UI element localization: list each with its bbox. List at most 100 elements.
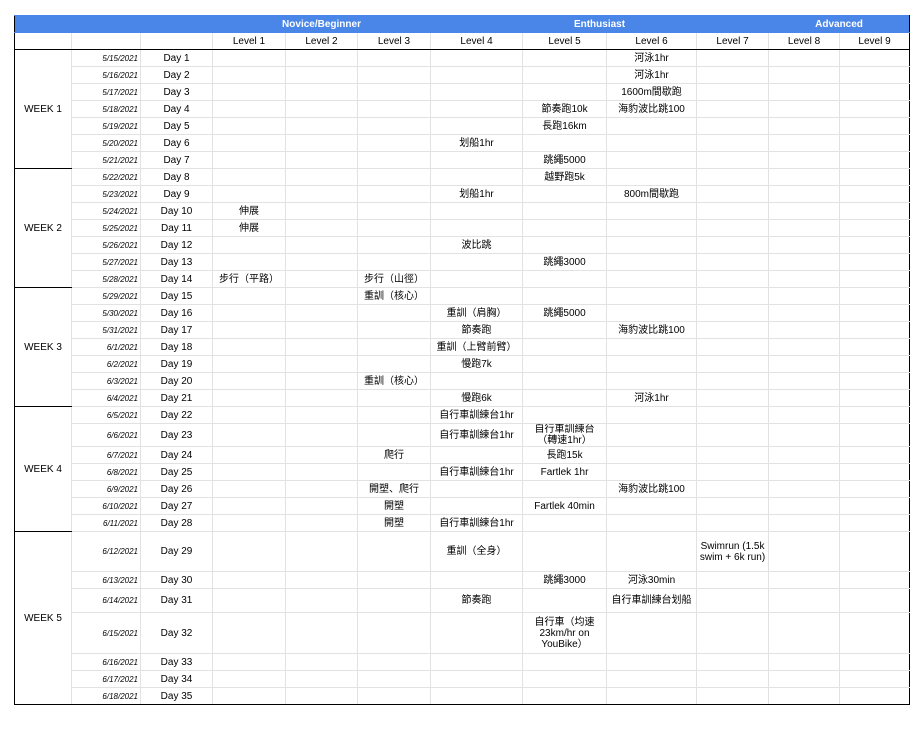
- level-2-cell[interactable]: [285, 446, 358, 464]
- level-4-cell[interactable]: 節奏跑: [430, 588, 524, 613]
- level-2-cell[interactable]: [285, 304, 358, 322]
- level-3-cell[interactable]: [356, 338, 432, 356]
- day-cell[interactable]: Day 11: [140, 219, 213, 237]
- level-8-cell[interactable]: [768, 100, 841, 118]
- level-5-cell[interactable]: [522, 83, 608, 101]
- level-2-cell[interactable]: [285, 514, 358, 532]
- level-9-cell[interactable]: [839, 670, 911, 688]
- day-cell[interactable]: Day 22: [140, 406, 213, 424]
- header-cell[interactable]: [14, 15, 72, 33]
- level-6-cell[interactable]: [606, 304, 698, 322]
- level-2-cell[interactable]: [285, 83, 358, 101]
- level-9-cell[interactable]: [839, 83, 911, 101]
- level-8-cell[interactable]: [768, 49, 841, 67]
- level-header-7[interactable]: Level 7: [696, 32, 770, 50]
- level-1-cell[interactable]: [212, 423, 286, 447]
- level-5-cell[interactable]: [522, 531, 608, 572]
- day-cell[interactable]: Day 15: [140, 287, 213, 305]
- level-8-cell[interactable]: [768, 653, 841, 671]
- date-cell[interactable]: 5/16/2021: [71, 66, 141, 84]
- level-1-cell[interactable]: [212, 653, 286, 671]
- day-cell[interactable]: Day 1: [140, 49, 213, 67]
- level-9-cell[interactable]: [839, 446, 911, 464]
- level-8-cell[interactable]: [768, 83, 841, 101]
- level-2-cell[interactable]: [285, 355, 358, 373]
- level-4-cell[interactable]: 慢跑7k: [430, 355, 524, 373]
- level-4-cell[interactable]: [430, 83, 524, 101]
- day-cell[interactable]: Day 23: [140, 423, 213, 447]
- level-8-cell[interactable]: [768, 253, 841, 271]
- level-1-cell[interactable]: [212, 446, 286, 464]
- date-cell[interactable]: 6/16/2021: [71, 653, 141, 671]
- level-2-cell[interactable]: [285, 287, 358, 305]
- level-1-cell[interactable]: [212, 687, 286, 705]
- level-9-cell[interactable]: [839, 372, 911, 390]
- level-5-cell[interactable]: [522, 185, 608, 203]
- date-cell[interactable]: 5/31/2021: [71, 321, 141, 339]
- level-4-cell[interactable]: [430, 670, 524, 688]
- level-6-cell[interactable]: [606, 531, 698, 572]
- date-cell[interactable]: 5/25/2021: [71, 219, 141, 237]
- level-2-cell[interactable]: [285, 236, 358, 254]
- level-3-cell[interactable]: [356, 389, 432, 407]
- level-5-cell[interactable]: [522, 406, 608, 424]
- level-5-cell[interactable]: [522, 202, 608, 220]
- level-5-cell[interactable]: [522, 670, 608, 688]
- level-6-cell[interactable]: [606, 134, 698, 152]
- date-cell[interactable]: 6/5/2021: [71, 406, 141, 424]
- level-2-cell[interactable]: [285, 423, 358, 447]
- level-4-cell[interactable]: [430, 100, 524, 118]
- level-5-cell[interactable]: 長跑16km: [522, 117, 608, 135]
- level-9-cell[interactable]: [839, 151, 911, 169]
- level-7-cell[interactable]: [696, 687, 770, 705]
- level-5-cell[interactable]: Fartlek 1hr: [522, 463, 608, 481]
- level-9-cell[interactable]: [839, 66, 911, 84]
- level-4-cell[interactable]: [430, 653, 524, 671]
- level-3-cell[interactable]: [356, 151, 432, 169]
- day-cell[interactable]: Day 31: [140, 588, 213, 613]
- level-1-cell[interactable]: [212, 100, 286, 118]
- level-7-cell[interactable]: [696, 372, 770, 390]
- level-7-cell[interactable]: [696, 514, 770, 532]
- level-9-cell[interactable]: [839, 168, 911, 186]
- level-1-cell[interactable]: [212, 670, 286, 688]
- level-9-cell[interactable]: [839, 304, 911, 322]
- level-1-cell[interactable]: [212, 49, 286, 67]
- header-cell[interactable]: [71, 32, 141, 50]
- level-4-cell[interactable]: 慢跑6k: [430, 389, 524, 407]
- level-8-cell[interactable]: [768, 168, 841, 186]
- level-6-cell[interactable]: [606, 446, 698, 464]
- level-7-cell[interactable]: [696, 406, 770, 424]
- level-1-cell[interactable]: [212, 287, 286, 305]
- level-7-cell[interactable]: [696, 571, 770, 589]
- level-8-cell[interactable]: [768, 236, 841, 254]
- day-cell[interactable]: Day 18: [140, 338, 213, 356]
- level-1-cell[interactable]: [212, 66, 286, 84]
- level-7-cell[interactable]: [696, 66, 770, 84]
- level-7-cell[interactable]: [696, 202, 770, 220]
- level-9-cell[interactable]: [839, 236, 911, 254]
- level-5-cell[interactable]: 自行車訓練台（轉速1hr）: [522, 423, 608, 447]
- level-7-cell[interactable]: [696, 423, 770, 447]
- level-4-cell[interactable]: 波比跳: [430, 236, 524, 254]
- level-9-cell[interactable]: [839, 338, 911, 356]
- level-3-cell[interactable]: [356, 134, 432, 152]
- level-3-cell[interactable]: 開塑: [356, 497, 432, 515]
- level-2-cell[interactable]: [285, 480, 358, 498]
- level-2-cell[interactable]: [285, 219, 358, 237]
- date-cell[interactable]: 6/6/2021: [71, 423, 141, 447]
- week-label[interactable]: WEEK 5: [14, 531, 72, 705]
- date-cell[interactable]: 6/4/2021: [71, 389, 141, 407]
- level-8-cell[interactable]: [768, 151, 841, 169]
- level-9-cell[interactable]: [839, 531, 911, 572]
- date-cell[interactable]: 6/18/2021: [71, 687, 141, 705]
- date-cell[interactable]: 5/24/2021: [71, 202, 141, 220]
- level-6-cell[interactable]: 河泳1hr: [606, 389, 698, 407]
- level-1-cell[interactable]: [212, 406, 286, 424]
- level-9-cell[interactable]: [839, 321, 911, 339]
- level-7-cell[interactable]: [696, 185, 770, 203]
- level-4-cell[interactable]: 重訓（肩胸）: [430, 304, 524, 322]
- level-5-cell[interactable]: [522, 219, 608, 237]
- day-cell[interactable]: Day 19: [140, 355, 213, 373]
- level-2-cell[interactable]: [285, 531, 358, 572]
